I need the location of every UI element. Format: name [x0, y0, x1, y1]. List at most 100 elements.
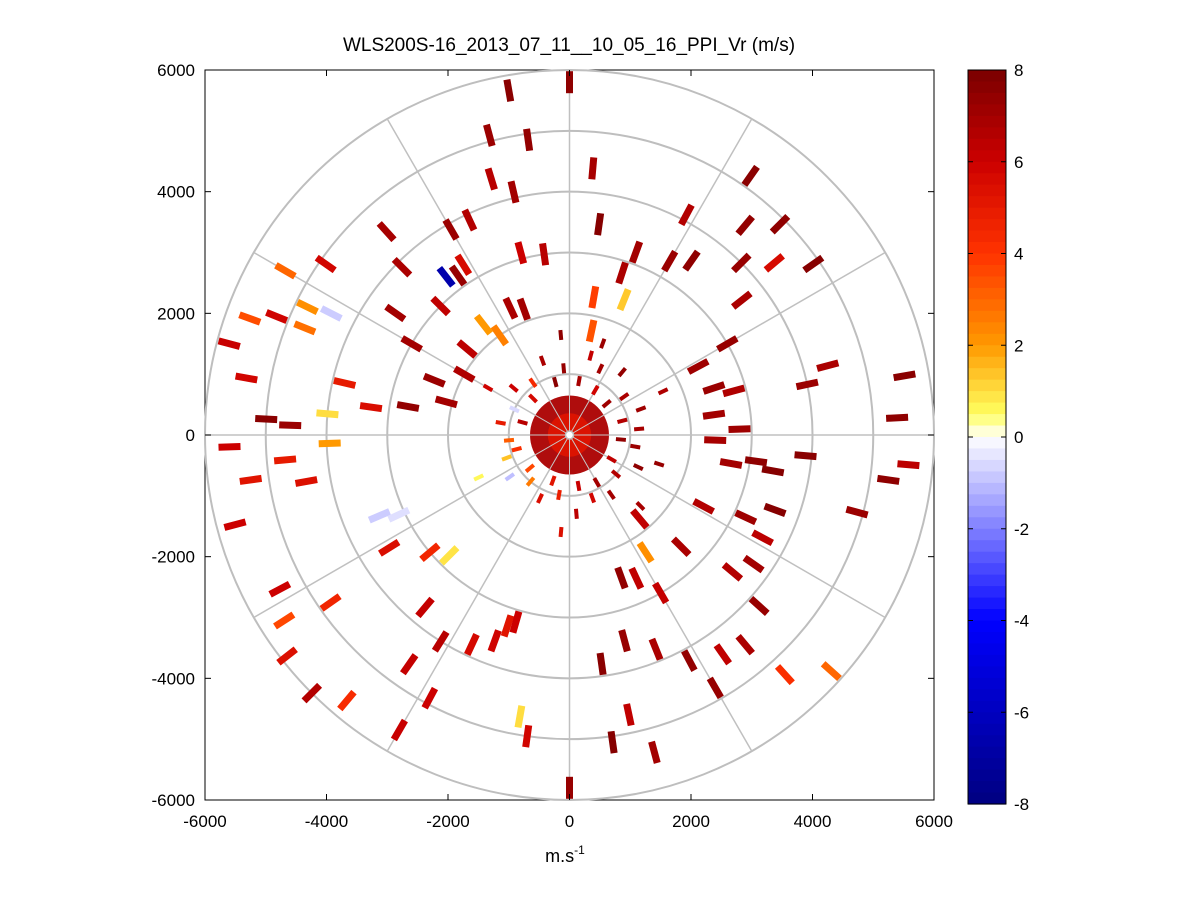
near-velocity-cell-14 [525, 476, 536, 487]
colorbar-band-63 [968, 792, 1006, 805]
velocity-cell-58 [223, 518, 247, 531]
near-velocity-cell-45 [558, 329, 564, 341]
colorbar-band-0 [968, 70, 1006, 83]
velocity-cell-24 [763, 253, 785, 273]
velocity-cell-83 [500, 614, 515, 638]
near-velocity-cell-24 [576, 375, 582, 387]
colorbar-tick-label: 2 [1014, 336, 1023, 355]
near-velocity-cell-38 [599, 338, 607, 349]
velocity-cell-42 [359, 402, 383, 413]
velocity-cell-108 [670, 536, 692, 558]
colorbar-band-50 [968, 643, 1006, 656]
velocity-cell-95 [681, 649, 698, 672]
spoke-210 [386, 434, 571, 752]
near-velocity-cell-16 [501, 454, 513, 462]
near-velocity-cell-25 [591, 384, 600, 396]
spoke-120 [569, 434, 886, 619]
colorbar-band-36 [968, 482, 1006, 495]
near-velocity-cell-31 [575, 480, 582, 492]
velocity-cell-29 [686, 358, 710, 375]
x-tick-label: -6000 [183, 812, 226, 831]
velocity-cell-55 [279, 421, 302, 430]
velocity-cell-128 [728, 425, 751, 433]
near-field-spoke-210 [549, 434, 570, 470]
colorbar-band-47 [968, 609, 1006, 622]
velocity-cell-35 [490, 324, 509, 347]
near-velocity-cell-17 [503, 437, 515, 443]
axes: -6000 -4000 -2000 0 2000 4000 6000 6000 4000 2000… [152, 61, 953, 831]
velocity-cell-32 [616, 288, 632, 312]
velocity-cell-17 [615, 261, 629, 285]
velocity-cell-112 [636, 541, 655, 564]
spoke-330 [386, 118, 571, 436]
colorbar-tick-label: 8 [1014, 61, 1023, 80]
x-tick-label: 0 [565, 812, 574, 831]
velocity-cell-79 [268, 580, 292, 598]
velocity-cell-6 [507, 180, 520, 204]
colorbar-band-20 [968, 299, 1006, 312]
velocity-cell-14 [539, 242, 550, 266]
velocity-cell-86 [514, 705, 526, 729]
velocity-cell-94 [648, 637, 664, 661]
velocity-cell-44 [400, 335, 423, 353]
near-velocity-cell-39 [657, 387, 669, 396]
colorbar-band-24 [968, 345, 1006, 358]
near-velocity-cell-4 [635, 405, 647, 413]
velocity-cell-49 [274, 262, 297, 280]
near-velocity-cell-26 [601, 398, 612, 409]
velocity-cell-10 [448, 264, 468, 287]
near-velocity-cell-8 [610, 469, 622, 479]
x-tick-label: 6000 [915, 812, 953, 831]
colorbar-band-48 [968, 620, 1006, 633]
near-velocity-cell-22 [538, 355, 547, 367]
colorbar-band-19 [968, 287, 1006, 300]
velocity-cell-119 [897, 460, 920, 470]
colorbar-band-16 [968, 253, 1006, 266]
x-tick-label: 2000 [672, 812, 710, 831]
velocity-cell-53 [234, 372, 258, 384]
colorbar-band-23 [968, 333, 1006, 346]
near-velocity-cell-5 [633, 426, 645, 432]
colorbar-band-35 [968, 471, 1006, 484]
near-field-spoke-330 [549, 400, 570, 436]
velocity-cell-27 [730, 290, 753, 310]
near-velocity-cell-18 [495, 420, 506, 426]
chart-title: WLS200S-16_2013_07_11__10_05_16_PPI_Vr (… [343, 35, 795, 56]
colorbar-band-60 [968, 758, 1006, 771]
velocity-cell-99 [820, 661, 842, 682]
velocity-cell-40 [434, 395, 458, 409]
velocity-cell-59 [273, 455, 297, 465]
velocity-cell-71 [415, 596, 435, 619]
velocity-cell-36 [473, 313, 494, 336]
velocity-cell-18 [661, 249, 679, 273]
velocity-cell-74 [390, 718, 408, 742]
colorbar-band-14 [968, 230, 1006, 243]
velocity-cell-38 [453, 365, 476, 383]
y-tick-label: 6000 [157, 61, 195, 80]
colorbar-band-55 [968, 700, 1006, 713]
colorbar-tick-label: 6 [1014, 153, 1023, 172]
colorbar-band-8 [968, 161, 1006, 174]
x-tick-label: -4000 [305, 812, 348, 831]
velocity-cell-109 [652, 581, 670, 605]
velocity-cell-70 [438, 545, 460, 566]
velocity-cell-43 [333, 377, 357, 389]
velocity-cell-11 [430, 295, 451, 317]
velocity-cell-48 [314, 254, 337, 274]
colorbar-band-6 [968, 138, 1006, 151]
velocity-cell-28 [716, 335, 739, 353]
near-velocity-cell-41 [635, 501, 646, 511]
velocity-cell-41 [396, 401, 420, 412]
velocity-cell-80 [319, 593, 342, 612]
velocity-cell-68 [378, 539, 401, 557]
near-velocity-cell-33 [524, 463, 536, 473]
near-velocity-cell-0 [587, 350, 594, 362]
colorbar-tick-label: 0 [1014, 428, 1023, 447]
near-velocity-cell-42 [558, 526, 564, 538]
colorbar-band-21 [968, 310, 1006, 323]
y-tick-label: 4000 [157, 183, 195, 202]
velocity-cell-34 [502, 296, 519, 320]
origin-marker [564, 430, 575, 440]
velocity-cell-84 [487, 629, 502, 653]
velocity-cell-106 [763, 502, 787, 517]
